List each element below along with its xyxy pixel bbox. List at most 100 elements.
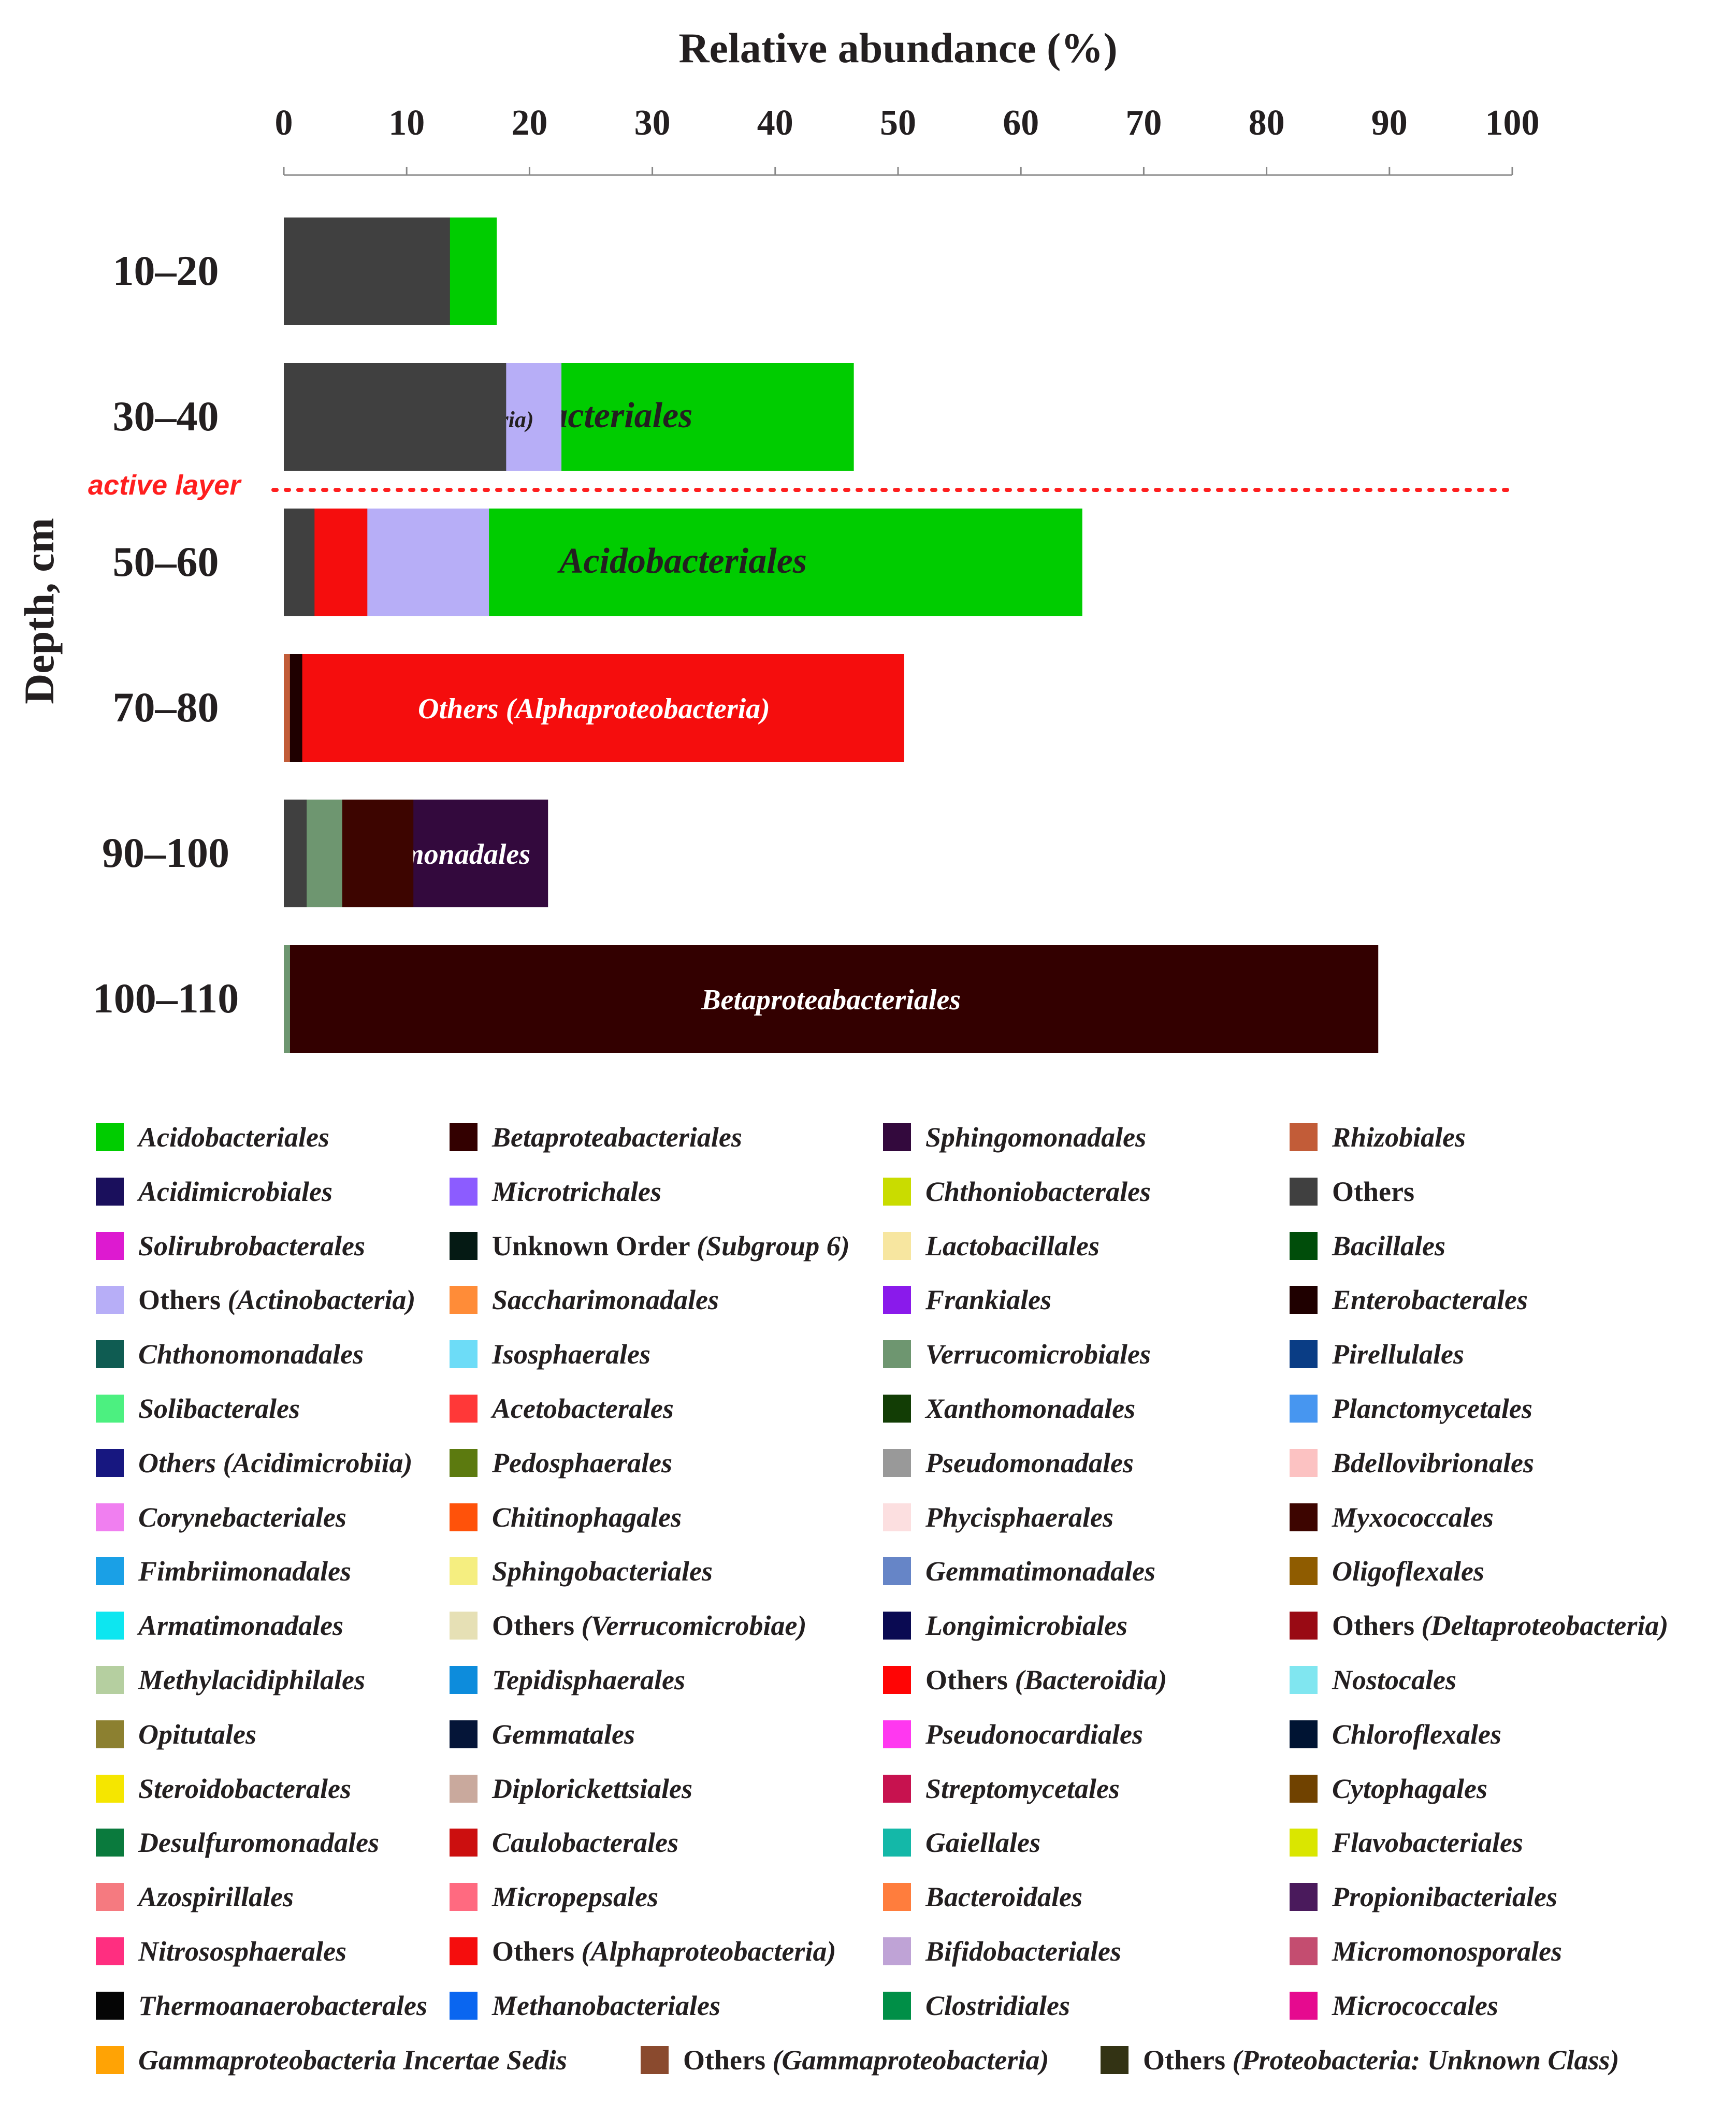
bar-segment (284, 945, 290, 1053)
legend-item: Bifidobacteriales (883, 1935, 1121, 1967)
legend-label: Pseudomonadales (925, 1447, 1134, 1478)
stacked-bar-chart: Relative abundance (%) Depth, cm 0 10 20 30… (16, 24, 1540, 1053)
legend-swatch (96, 1503, 124, 1531)
legend-label: Frankiales (925, 1284, 1052, 1316)
legend-swatch (1290, 1991, 1318, 2020)
x-tick-label: 50 (880, 103, 916, 143)
x-tick-label: 60 (1003, 103, 1039, 143)
legend-label: Unknown Order (Subgroup 6) (492, 1230, 850, 1262)
legend-swatch (1290, 1612, 1318, 1640)
legend-item: Steroidobacterales (96, 1773, 351, 1805)
legend-item: Verrucomicrobiales (883, 1338, 1151, 1370)
legend-label: Methylacidiphilales (138, 1664, 365, 1695)
legend-label: Others (Bacteroidia) (925, 1664, 1167, 1695)
legend-item: Azospirillales (96, 1881, 294, 1913)
legend-item: Others (Verrucomicrobiae) (450, 1610, 806, 1642)
legend-label: Others (Actinobacteria) (138, 1284, 416, 1316)
legend-item: Pseudonocardiales (883, 1718, 1143, 1750)
segment-label: Others (Alphaproteobacteria) (418, 693, 770, 725)
legend-swatch (96, 1612, 124, 1640)
bar-segment (284, 800, 307, 907)
legend-swatch (1290, 1123, 1318, 1151)
legend-label: Saccharimonadales (492, 1284, 719, 1316)
legend-swatch (450, 1612, 478, 1640)
legend-item: Bacteroidales (883, 1881, 1082, 1913)
legend-label: Gemmatimonadales (925, 1556, 1155, 1587)
legend-label: Micrococcales (1332, 1990, 1498, 2021)
legend-item: Oligoflexales (1290, 1555, 1484, 1587)
legend-item: Solirubrobacterales (96, 1230, 365, 1262)
legend-item: Chitinophagales (450, 1501, 682, 1533)
legend-item: Solibacterales (96, 1393, 300, 1425)
legend-item: Chthoniobacterales (883, 1176, 1151, 1208)
legend-swatch (96, 1448, 124, 1477)
legend-swatch (450, 1991, 478, 2020)
legend-item: Others (Gammaproteobacteria) (641, 2044, 1049, 2076)
legend-label: Micropepsales (492, 1881, 658, 1913)
legend-item: Gammaproteobacteria Incertae Sedis (96, 2044, 567, 2076)
legend-swatch (883, 1612, 911, 1640)
legend-label: Fimbriimonadales (138, 1556, 352, 1587)
legend-label: Corynebacteriales (138, 1501, 346, 1533)
legend-item: Others (Proteobacteria: Unknown Class) (1101, 2044, 1619, 2076)
legend-item: Bdellovibrionales (1290, 1447, 1534, 1479)
legend-label: Pseudonocardiales (925, 1718, 1144, 1750)
legend-item: Diplorickettsiales (450, 1773, 692, 1805)
legend-swatch (450, 1720, 478, 1748)
legend-item: Myxococcales (1290, 1501, 1494, 1533)
legend-swatch (450, 1286, 478, 1314)
legend-swatch (1290, 1503, 1318, 1531)
legend-swatch (1290, 1883, 1318, 1911)
depth-label: 70–80 (113, 684, 219, 731)
legend-swatch (96, 1231, 124, 1260)
legend-label: Solibacterales (138, 1393, 300, 1424)
legend-swatch (883, 1829, 911, 1857)
legend-label: Thermoanaerobacterales (138, 1990, 427, 2021)
legend-swatch (450, 1177, 478, 1206)
legend-swatch (641, 2046, 669, 2074)
legend-label: Lactobacillales (925, 1230, 1100, 1262)
legend-label: Diplorickettsiales (492, 1773, 692, 1804)
legend-item: Sphingobacteriales (450, 1555, 713, 1587)
legend-item: Gemmatales (450, 1718, 635, 1750)
legend-label: Pirellulales (1332, 1339, 1464, 1370)
legend-item: Streptomycetales (883, 1773, 1120, 1805)
legend-item: Tepidisphaerales (450, 1664, 685, 1696)
legend-swatch (1290, 1286, 1318, 1314)
legend-item: Acidimicrobiales (96, 1176, 332, 1208)
legend-swatch (883, 1448, 911, 1477)
legend-item: Betaproteabacteriales (450, 1121, 742, 1153)
x-axis: 0 10 20 30 40 50 60 70 80 90 100 (275, 103, 1540, 176)
legend-label: Gemmatales (492, 1718, 635, 1750)
legend-label: Armatimonadales (138, 1610, 344, 1642)
legend-item: Gaiellales (883, 1826, 1040, 1859)
legend-item: Gemmatimonadales (883, 1555, 1155, 1587)
bar-segment (284, 218, 450, 325)
depth-labels: 10–20 30–40 50–60 70–80 90–100 100–110 (93, 247, 239, 1022)
legend-label: Sphingomonadales (925, 1122, 1147, 1153)
legend-label: Acetobacterales (492, 1393, 674, 1424)
legend-swatch (96, 1177, 124, 1206)
legend-label: Longimicrobiales (925, 1610, 1127, 1642)
legend-label: Others (Acidimicrobiia) (138, 1447, 413, 1478)
legend-swatch (883, 1937, 911, 1965)
legend-item: Others (Bacteroidia) (883, 1664, 1167, 1696)
legend-item: Bacillales (1290, 1230, 1445, 1262)
legend-item: Others (Deltaproteobacteria) (1290, 1610, 1668, 1642)
legend-swatch (883, 1231, 911, 1260)
legend-label: Clostridiales (925, 1990, 1070, 2021)
legend-item: Saccharimonadales (450, 1284, 719, 1316)
legend-swatch (450, 1123, 478, 1151)
legend-item: Frankiales (883, 1284, 1051, 1316)
legend-swatch (96, 1123, 124, 1151)
legend-swatch (450, 1557, 478, 1586)
x-tick-label: 80 (1249, 103, 1285, 143)
legend-item: Thermoanaerobacterales (96, 1990, 427, 2022)
legend-label: Gaiellales (925, 1827, 1040, 1859)
depth-label: 90–100 (102, 829, 229, 876)
legend-label: Betaproteabacteriales (492, 1122, 742, 1153)
legend-label: Others (Alphaproteobacteria) (492, 1936, 836, 1967)
active-layer-label: active layer (88, 470, 242, 501)
